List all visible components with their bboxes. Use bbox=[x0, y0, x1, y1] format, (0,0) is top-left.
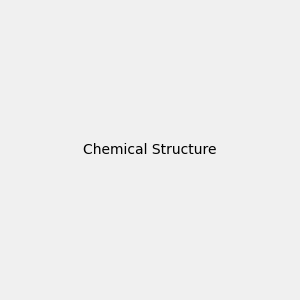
Text: Chemical Structure: Chemical Structure bbox=[83, 143, 217, 157]
